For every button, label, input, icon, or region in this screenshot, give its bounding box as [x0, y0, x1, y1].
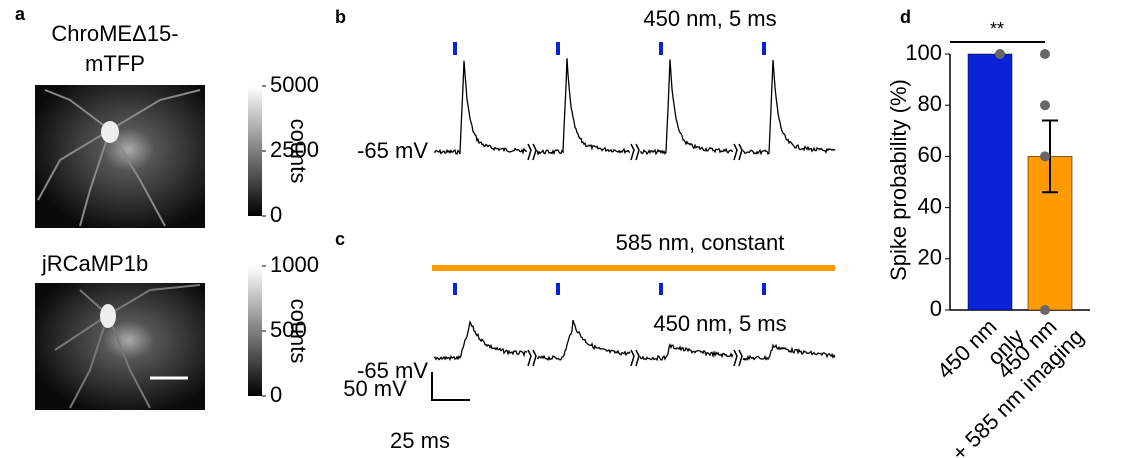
- neurites: [37, 89, 201, 227]
- trace: [742, 59, 836, 156]
- trace: [433, 60, 528, 155]
- data-point: [1040, 100, 1050, 111]
- break-mark: [527, 143, 537, 161]
- data-point: [1040, 49, 1050, 59]
- label: 2500: [270, 137, 319, 162]
- neurites: [54, 284, 201, 409]
- label: ChroMEΔ15-: [51, 21, 178, 46]
- trace: [639, 59, 734, 156]
- label: 0: [270, 382, 282, 407]
- break-mark: [733, 143, 743, 161]
- label: 60: [918, 142, 942, 167]
- label: 1000: [270, 252, 319, 277]
- label: 450 nm, 5 ms: [643, 6, 776, 31]
- trace: [536, 58, 631, 156]
- label: mTFP: [85, 51, 145, 76]
- label: 0: [930, 296, 942, 321]
- trace: [536, 319, 631, 361]
- break-mark: [630, 143, 640, 161]
- bar: [967, 53, 1013, 311]
- break-mark: [630, 349, 640, 367]
- label: **: [990, 19, 1004, 39]
- trace: [433, 319, 528, 362]
- label: 25 ms: [390, 428, 450, 453]
- break-mark: [733, 349, 743, 367]
- soma: [101, 121, 119, 143]
- label: jRCaMP1b: [41, 251, 148, 276]
- colorbar: [248, 266, 262, 396]
- data-point: [1040, 151, 1050, 162]
- label: 450 nm, 5 ms: [653, 311, 786, 336]
- micrograph: [35, 85, 205, 228]
- label: 20: [918, 245, 942, 270]
- label: 80: [918, 91, 942, 116]
- label: b: [335, 7, 346, 27]
- data-point: [995, 49, 1005, 59]
- panel-a: [35, 85, 262, 410]
- label: 50 mV: [343, 376, 407, 401]
- label: a: [15, 4, 26, 24]
- label: 0: [270, 202, 282, 227]
- label: d: [900, 7, 911, 27]
- label: 40: [918, 193, 942, 218]
- label: -65 mV: [357, 138, 428, 163]
- label: 100: [905, 40, 942, 65]
- soma: [100, 304, 116, 328]
- colorbar: [248, 86, 262, 216]
- trace: [742, 343, 836, 361]
- scale-bar: [431, 372, 470, 401]
- break-mark: [527, 349, 537, 367]
- trace: [639, 342, 734, 362]
- label: -65 mV: [357, 358, 428, 383]
- label: 500: [270, 317, 307, 342]
- label: c: [335, 229, 345, 249]
- data-point: [1040, 305, 1050, 315]
- label: 5000: [270, 72, 319, 97]
- label: Spike probability (%): [886, 79, 911, 281]
- label: counts: [286, 119, 311, 184]
- label: counts: [286, 299, 311, 364]
- label: 585 nm, constant: [616, 230, 785, 255]
